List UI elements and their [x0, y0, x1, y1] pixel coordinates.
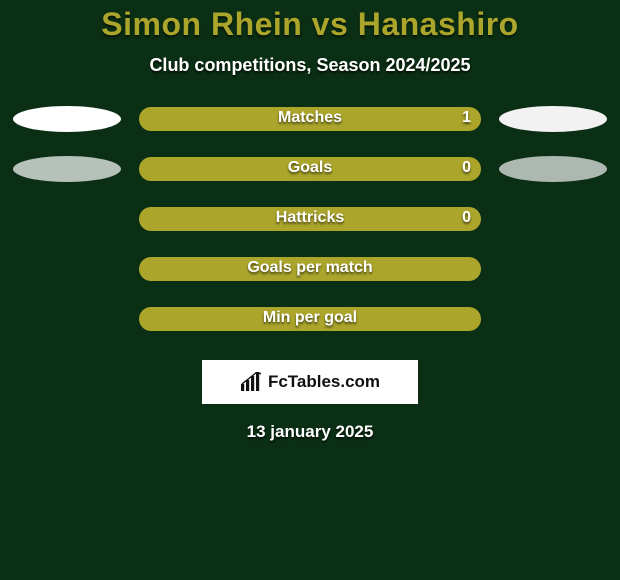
stat-bar: Hattricks 0 [139, 207, 481, 231]
stat-bar: Min per goal [139, 307, 481, 331]
stats-container: Matches 1 Goals 0 Hattricks 0 Goals per match M… [0, 106, 620, 332]
stat-label: Matches [278, 109, 342, 127]
stat-row: Goals per match [0, 256, 620, 282]
brand-text: FcTables.com [268, 372, 380, 392]
stat-label: Goals per match [247, 259, 372, 277]
stat-value: 0 [462, 209, 471, 227]
stat-label: Min per goal [263, 309, 357, 327]
stat-row: Matches 1 [0, 106, 620, 132]
left-ellipse [13, 156, 121, 182]
right-ellipse [499, 106, 607, 132]
stat-row: Hattricks 0 [0, 206, 620, 232]
brand-chart-icon [240, 372, 262, 392]
stat-label: Goals [288, 159, 332, 177]
footer-date: 13 january 2025 [0, 422, 620, 442]
stat-bar: Goals 0 [139, 157, 481, 181]
stat-row: Goals 0 [0, 156, 620, 182]
stat-row: Min per goal [0, 306, 620, 332]
page-subtitle: Club competitions, Season 2024/2025 [0, 55, 620, 76]
brand-badge: FcTables.com [202, 360, 418, 404]
page-title: Simon Rhein vs Hanashiro [0, 6, 620, 43]
comparison-card: Simon Rhein vs Hanashiro Club competitio… [0, 0, 620, 580]
left-ellipse [13, 106, 121, 132]
stat-value: 0 [462, 159, 471, 177]
stat-bar: Goals per match [139, 257, 481, 281]
stat-label: Hattricks [276, 209, 344, 227]
stat-value: 1 [462, 109, 471, 127]
right-ellipse [499, 156, 607, 182]
stat-bar: Matches 1 [139, 107, 481, 131]
